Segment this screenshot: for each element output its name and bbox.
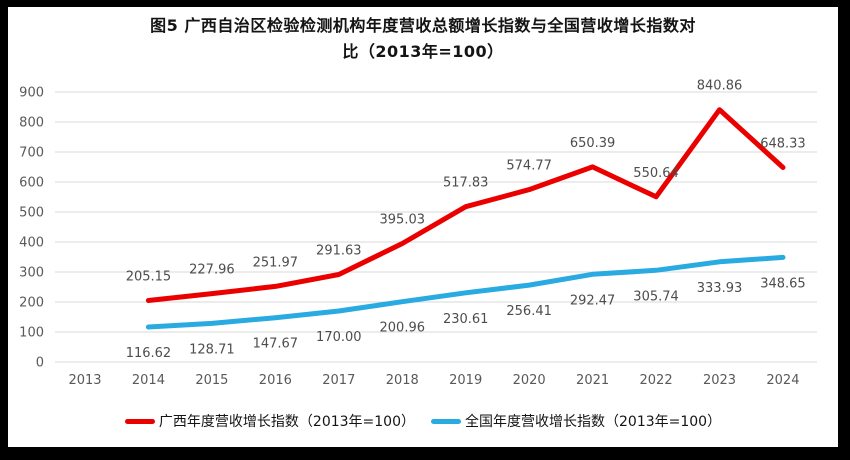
y-axis-tick-labels: 0 100 200 300 400 500 600 700 800 900 bbox=[19, 86, 44, 371]
data-label: 840.86 bbox=[697, 79, 743, 94]
x-tick-label: 2018 bbox=[386, 373, 419, 388]
y-tick-label: 300 bbox=[19, 266, 44, 281]
chart-window: 0100200300400500600700800900 20132014201… bbox=[0, 0, 850, 460]
data-label: 348.65 bbox=[760, 276, 806, 291]
x-tick-label: 2016 bbox=[259, 373, 292, 388]
data-label: 128.71 bbox=[189, 342, 235, 357]
data-label: 205.15 bbox=[126, 269, 172, 284]
x-tick-label: 2023 bbox=[703, 373, 736, 388]
data-label: 648.33 bbox=[760, 137, 806, 152]
x-tick-label: 2021 bbox=[576, 373, 609, 388]
data-label: 574.77 bbox=[506, 159, 552, 174]
y-tick-label: 700 bbox=[19, 146, 44, 161]
data-label: 292.47 bbox=[570, 293, 616, 308]
data-label: 305.74 bbox=[633, 289, 679, 304]
x-axis-tick-labels: 2013 2014 2015 2016 2017 2018 2019 2020 2021 2022… bbox=[68, 373, 799, 388]
data-label: 550.64 bbox=[633, 166, 679, 181]
legend-label-guangxi: 广西年度营收增长指数（2013年=100） bbox=[159, 411, 415, 431]
x-tick-label: 2017 bbox=[322, 373, 355, 388]
y-tick-label: 800 bbox=[19, 116, 44, 131]
data-label: 200.96 bbox=[380, 321, 426, 336]
chart-title: 图5 广西自治区检验检测机构年度营收总额增长指数与全国营收增长指数对 比（201… bbox=[8, 13, 838, 65]
legend-item-national: 全国年度营收增长指数（2013年=100） bbox=[431, 411, 721, 431]
y-tick-label: 900 bbox=[19, 86, 44, 101]
data-label: 333.93 bbox=[697, 281, 743, 296]
y-tick-label: 0 bbox=[36, 356, 44, 371]
data-label: 291.63 bbox=[316, 244, 362, 259]
x-tick-label: 2019 bbox=[449, 373, 482, 388]
x-tick-label: 2014 bbox=[132, 373, 165, 388]
legend-label-national: 全国年度营收增长指数（2013年=100） bbox=[465, 411, 721, 431]
series-lines bbox=[148, 110, 783, 327]
data-label: 230.61 bbox=[443, 312, 489, 327]
data-label: 251.97 bbox=[253, 255, 299, 270]
data-label: 170.00 bbox=[316, 330, 362, 345]
chart-canvas: 0100200300400500600700800900 20132014201… bbox=[0, 0, 850, 460]
data-label: 116.62 bbox=[126, 346, 172, 361]
data-label: 517.83 bbox=[443, 176, 489, 191]
data-label: 147.67 bbox=[253, 337, 299, 352]
legend: 广西年度营收增长指数（2013年=100） 全国年度营收增长指数（2013年=1… bbox=[8, 409, 838, 433]
x-tick-label: 2024 bbox=[766, 373, 799, 388]
x-tick-label: 2020 bbox=[513, 373, 546, 388]
data-labels: 205.15 227.96 251.97 291.63 395.03 517.83 574.… bbox=[126, 79, 806, 361]
x-tick-label: 2022 bbox=[640, 373, 673, 388]
y-tick-label: 200 bbox=[19, 296, 44, 311]
data-label: 650.39 bbox=[570, 136, 616, 151]
legend-item-guangxi: 广西年度营收增长指数（2013年=100） bbox=[125, 411, 415, 431]
y-tick-label: 400 bbox=[19, 236, 44, 251]
legend-swatch-national-line bbox=[431, 419, 461, 424]
chart-title-line2: 比（2013年=100） bbox=[8, 39, 838, 65]
x-tick-label: 2015 bbox=[195, 373, 228, 388]
data-label: 395.03 bbox=[380, 212, 426, 227]
chart-title-line1: 图5 广西自治区检验检测机构年度营收总额增长指数与全国营收增长指数对 bbox=[8, 13, 838, 39]
x-tick-label: 2013 bbox=[68, 373, 101, 388]
y-tick-label: 100 bbox=[19, 326, 44, 341]
y-tick-label: 600 bbox=[19, 176, 44, 191]
legend-swatch-guangxi-line bbox=[125, 419, 155, 424]
data-label: 227.96 bbox=[189, 263, 235, 278]
y-tick-label: 500 bbox=[19, 206, 44, 221]
data-label: 256.41 bbox=[506, 304, 552, 319]
